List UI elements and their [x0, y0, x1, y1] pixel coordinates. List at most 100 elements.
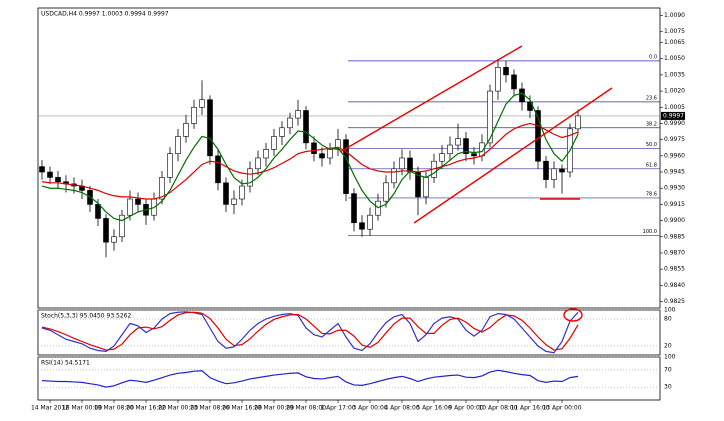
candle-body: [167, 153, 173, 178]
candle-body: [327, 149, 333, 159]
candle-body: [127, 198, 133, 216]
y-tick-label: 0.9960: [664, 152, 685, 159]
y-tick-label: 0.9825: [664, 298, 685, 305]
fib-label: 61.8: [646, 162, 657, 168]
candle-body: [175, 136, 181, 154]
x-tick-label: 10 Apr 08:00: [478, 405, 517, 412]
x-tick-label: 22 Mar 00:00: [158, 405, 198, 412]
y-tick-label: 100: [664, 354, 676, 361]
y-tick-label: 0.9900: [664, 217, 685, 224]
last-price-box: [661, 111, 685, 120]
y-tick-label: 1.0050: [664, 55, 685, 62]
x-tick-label: 9 Apr 00:00: [448, 405, 483, 412]
y-tick-label: 20: [664, 343, 672, 350]
candle-body: [447, 144, 453, 154]
candle-body: [239, 185, 245, 200]
y-tick-label: 0.9840: [664, 282, 685, 289]
candle-body: [543, 160, 549, 180]
x-tick-label: 23 Mar 08:00: [190, 405, 230, 412]
x-tick-label: 16 Mar 00:00: [62, 405, 102, 412]
y-tick-label: 0.9885: [664, 233, 685, 240]
candle-body: [351, 193, 357, 224]
y-tick-label: 0.9975: [664, 136, 685, 143]
indicator-line: [41, 311, 579, 354]
y-tick-label: 0.9930: [664, 185, 685, 192]
x-tick-label: 20 Mar 16:00: [126, 405, 166, 412]
candle-body: [279, 127, 285, 137]
candle-body: [359, 222, 365, 230]
candle-body: [303, 110, 309, 144]
x-tick-label: 26 Mar 16:00: [222, 405, 262, 412]
candle-body: [535, 110, 541, 162]
y-tick-label: 0.9915: [664, 201, 685, 208]
y-tick-label: 30: [664, 384, 672, 391]
candle-body: [335, 139, 341, 150]
candle-body: [295, 110, 301, 119]
candle-body: [159, 177, 165, 200]
candle-body: [39, 166, 45, 173]
fib-label: 78.6: [646, 191, 657, 197]
candle-body: [463, 138, 469, 154]
indicator-line: [41, 122, 579, 200]
y-tick-label: 1.0090: [664, 12, 685, 19]
fib-label: 100.0: [643, 229, 657, 235]
candle-body: [391, 168, 397, 184]
x-tick-label: 19 Mar 08:00: [94, 405, 134, 412]
fib-label: 38.2: [646, 121, 657, 127]
candle-body: [311, 142, 317, 154]
candle-body: [495, 67, 501, 92]
candle-body: [383, 182, 389, 202]
y-tick-label: 70: [664, 366, 672, 373]
indicator-line: [41, 311, 579, 351]
fib-label: 50.0: [646, 142, 657, 148]
y-tick-label: 100: [664, 307, 676, 314]
candle-body: [247, 168, 253, 187]
y-tick-label: 0.9855: [664, 266, 685, 273]
candle-body: [191, 106, 197, 124]
candle-body: [119, 214, 125, 238]
candle-body: [551, 168, 557, 180]
stoch-panel: [37, 309, 661, 356]
candle-body: [231, 198, 237, 205]
candle-body: [103, 218, 109, 243]
candle-body: [47, 171, 53, 178]
x-tick-label: 13 Apr 00:00: [542, 405, 581, 412]
candle-body: [271, 136, 277, 150]
rsi-title: RSI(14) 54.5171: [41, 360, 90, 367]
fib-label: 23.6: [646, 95, 657, 101]
x-tick-label: 11 Apr 16:00: [510, 405, 549, 412]
candle-body: [503, 67, 509, 76]
channel-lower: [413, 87, 613, 224]
fib-label: 0.0: [649, 54, 657, 60]
candle-body: [215, 155, 221, 184]
x-tick-label: 5 Apr 16:00: [416, 405, 451, 412]
candle-body: [399, 157, 405, 170]
candle-body: [343, 139, 349, 194]
candle-body: [487, 90, 493, 144]
x-tick-label: 1 Apr 17:00: [320, 405, 355, 412]
candle-body: [511, 74, 517, 90]
y-tick-label: 0.9990: [664, 120, 685, 127]
x-tick-label: 3 Apr 00:00: [352, 405, 387, 412]
marks: 1.0090 1.0075 1.0065 1.0050 1.0035 1.0020 1.00…: [31, 12, 685, 411]
y-tick-label: 1.0065: [664, 39, 685, 46]
candle-body: [135, 198, 141, 205]
candle-body: [423, 177, 429, 198]
x-tick-label: 28 Mar 00:00: [254, 405, 294, 412]
candle-body: [287, 117, 293, 129]
indicator-line: [41, 92, 579, 222]
y-tick-label: 1.0035: [664, 71, 685, 78]
candle-body: [407, 157, 413, 173]
candle-body: [455, 138, 461, 146]
main-panel: [37, 7, 661, 309]
y-tick-label: 1.0020: [664, 88, 685, 95]
y-tick-label: 80: [664, 316, 672, 323]
channel-upper: [339, 45, 523, 153]
x-tick-label: 14 Mar 2012: [31, 405, 69, 412]
x-tick-label: 29 Mar 08:00: [286, 405, 326, 412]
rsi-panel: [37, 356, 661, 401]
candle-body: [223, 182, 229, 205]
stoch-title: Stoch(5,3,3) 95.0450 93.5262: [41, 313, 132, 320]
